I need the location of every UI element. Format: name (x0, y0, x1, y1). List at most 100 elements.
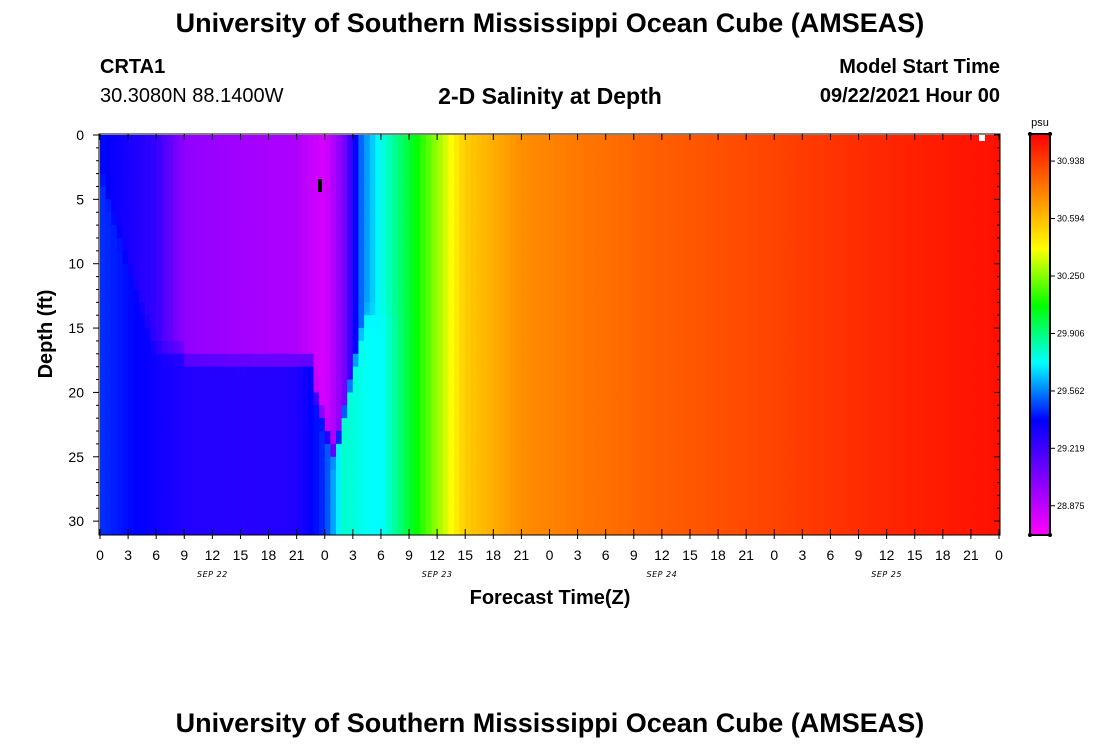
heatmap-cell (414, 469, 421, 484)
heatmap-cell (689, 379, 697, 394)
heatmap-cell (487, 431, 494, 445)
heatmap-cell (954, 315, 961, 329)
heatmap-cell (740, 495, 747, 509)
heatmap-cell (836, 392, 843, 406)
heatmap-cell (380, 443, 388, 458)
heatmap-cell (673, 392, 680, 406)
heatmap-cell (504, 418, 511, 432)
heatmap-cell (768, 225, 775, 239)
heatmap-cell (628, 315, 635, 329)
heatmap-cell (487, 392, 494, 406)
heatmap-cell (364, 135, 371, 149)
heatmap-cell (195, 328, 202, 342)
heatmap-cell (324, 212, 331, 226)
heatmap-cell (122, 456, 129, 471)
heatmap-cell (600, 508, 607, 522)
heatmap-cell (330, 521, 337, 535)
heatmap-cell (768, 328, 775, 342)
heatmap-cell (212, 340, 219, 355)
heatmap-cell (583, 482, 590, 496)
heatmap-cell (150, 469, 157, 484)
heatmap-cell (909, 276, 916, 291)
heatmap-cell (341, 418, 348, 432)
heatmap-cell (251, 366, 258, 381)
heatmap-cell (504, 237, 511, 252)
heatmap-cell (970, 508, 978, 522)
heatmap-cell (246, 482, 253, 496)
heatmap-cell (920, 186, 927, 200)
heatmap-cell (645, 508, 652, 522)
heatmap-cell (487, 289, 494, 303)
heatmap-cell (684, 289, 691, 303)
heatmap-cell (813, 392, 820, 406)
heatmap-cell (543, 250, 551, 265)
heatmap-cell (498, 315, 506, 329)
heatmap-cell (706, 212, 714, 226)
heatmap-cell (751, 315, 758, 329)
heatmap-cell (510, 199, 517, 213)
heatmap-cell (819, 263, 826, 278)
heatmap-cell (482, 495, 489, 509)
heatmap-cell (819, 289, 826, 303)
heatmap-cell (206, 431, 213, 445)
heatmap-cell (425, 225, 433, 239)
heatmap-cell (527, 418, 534, 432)
heatmap-cell (448, 199, 455, 213)
heatmap-cell (139, 508, 146, 522)
heatmap-cell (583, 315, 590, 329)
heatmap-cell (695, 418, 702, 432)
heatmap-cell (100, 456, 107, 471)
heatmap-cell (291, 379, 298, 394)
heatmap-cell (729, 456, 736, 471)
heatmap-cell (212, 147, 219, 162)
heatmap-cell (942, 418, 950, 432)
heatmap-cell (560, 340, 567, 355)
heatmap-cell (324, 495, 331, 509)
heatmap-cell (684, 469, 691, 484)
heatmap-cell (341, 315, 348, 329)
heatmap-cell (678, 147, 685, 162)
heatmap-cell (746, 482, 753, 496)
heatmap-cell (352, 250, 360, 265)
heatmap-cell (122, 302, 129, 316)
heatmap-cell (532, 237, 539, 252)
heatmap-cell (268, 302, 275, 316)
heatmap-cell (993, 147, 1000, 162)
heatmap-cell (566, 186, 573, 200)
heatmap-cell (302, 482, 309, 496)
heatmap-cell (268, 315, 275, 329)
heatmap-cell (976, 431, 983, 445)
heatmap-cell (380, 521, 388, 535)
heatmap-cell (785, 418, 792, 432)
heatmap-cell (571, 328, 579, 342)
heatmap-cell (830, 508, 837, 522)
heatmap-cell (824, 521, 832, 535)
heatmap-cell (240, 353, 247, 368)
heatmap-cell (987, 289, 994, 303)
heatmap-cell (881, 225, 888, 239)
heatmap-cell (375, 495, 382, 509)
heatmap-cell (543, 482, 551, 496)
heatmap-cell (128, 147, 135, 162)
heatmap-cell (909, 340, 916, 355)
heatmap-cell (667, 237, 674, 252)
heatmap-cell (307, 379, 315, 394)
heatmap-cell (543, 276, 551, 291)
heatmap-cell (987, 340, 994, 355)
heatmap-cell (234, 135, 242, 149)
heatmap-cell (352, 328, 360, 342)
heatmap-cell (560, 237, 567, 252)
heatmap-cell (892, 250, 899, 265)
heatmap-cell (459, 443, 466, 458)
heatmap-cell (830, 237, 837, 252)
heatmap-cell (897, 237, 905, 252)
heatmap-cell (948, 237, 955, 252)
heatmap-cell (560, 160, 567, 175)
heatmap-cell (173, 135, 180, 149)
heatmap-cell (262, 199, 270, 213)
heatmap-cell (993, 302, 1000, 316)
heatmap-cell (802, 225, 809, 239)
heatmap-cell (594, 456, 601, 471)
heatmap-cell (616, 225, 624, 239)
heatmap-cell (178, 289, 185, 303)
